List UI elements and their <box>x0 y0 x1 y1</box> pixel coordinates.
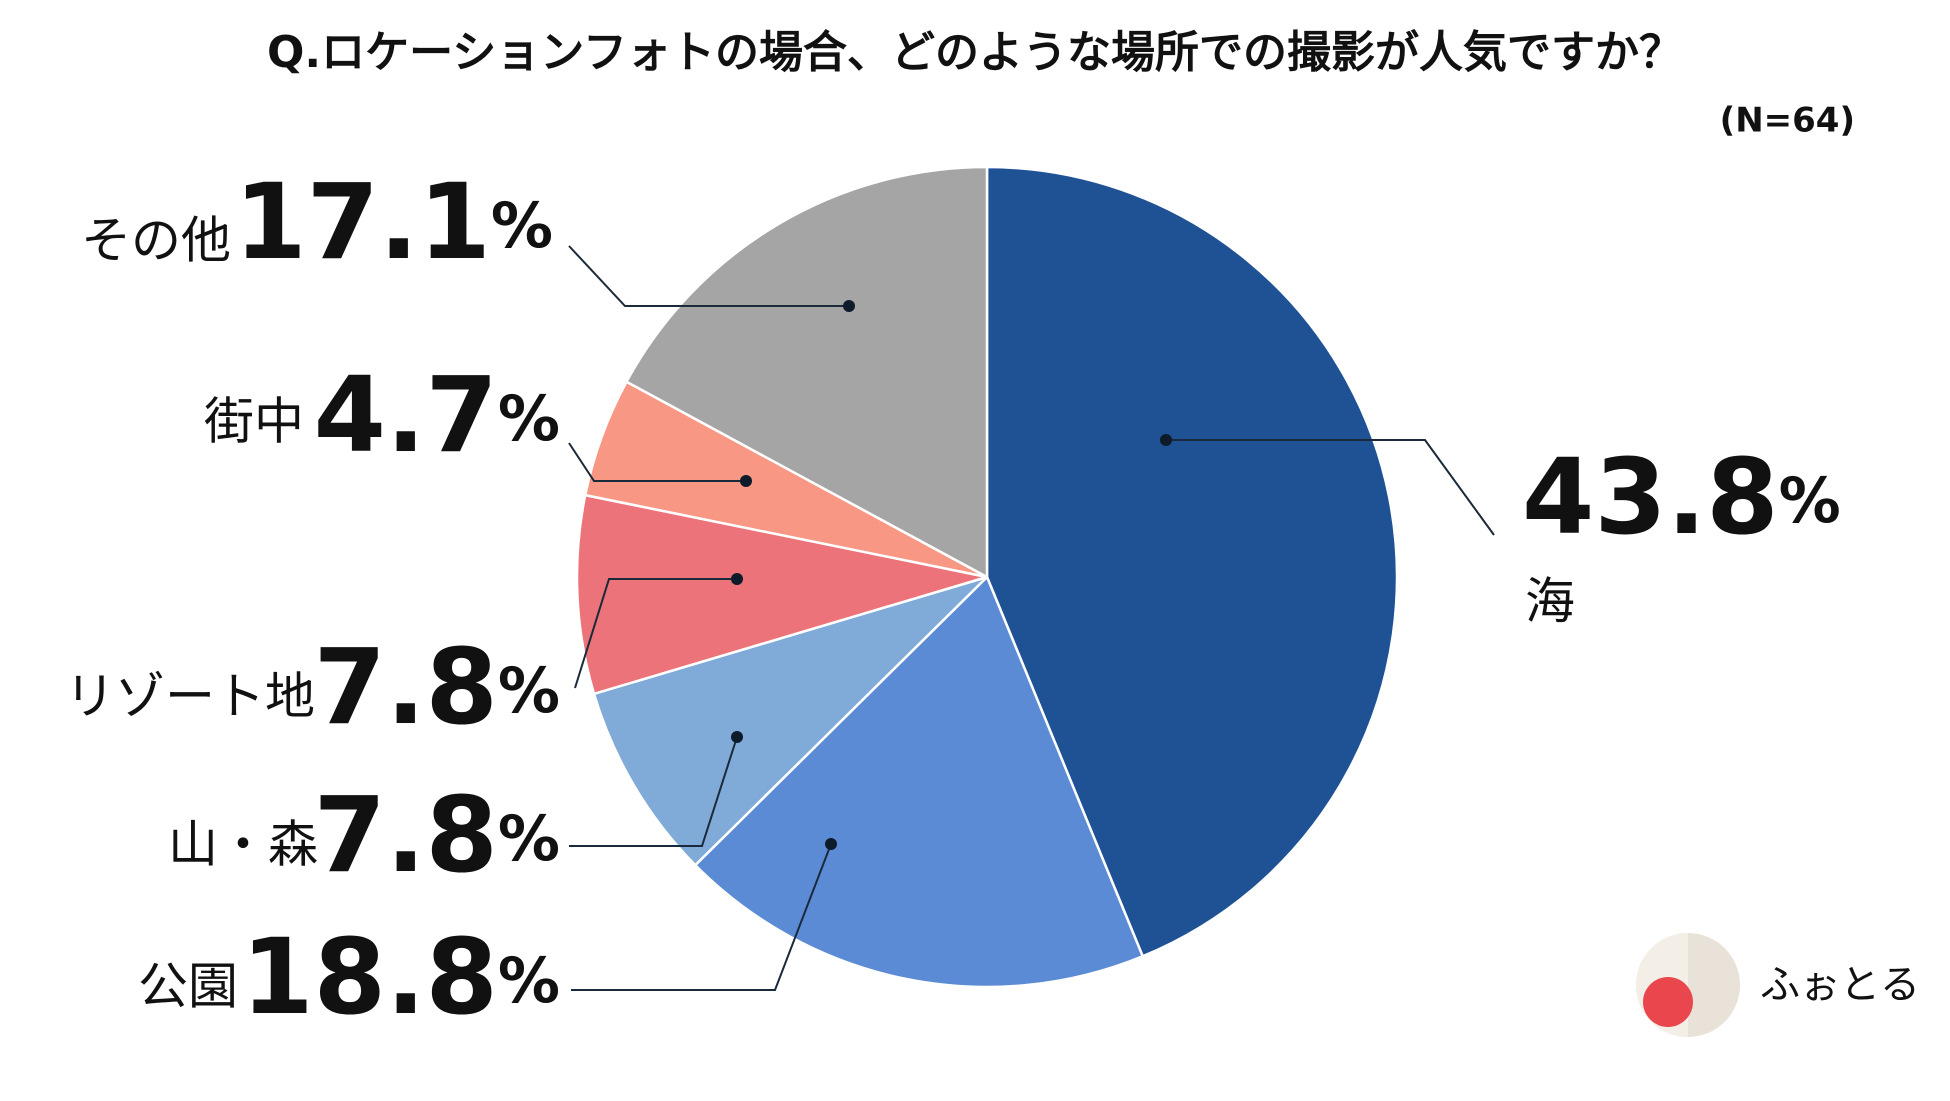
brand: ふぉとる <box>1760 962 1920 1008</box>
leader-line <box>568 245 849 307</box>
category-label: その他 <box>81 212 231 270</box>
leader-dot <box>731 573 743 585</box>
leader-line <box>1166 439 1495 536</box>
value-label: 43.8% <box>1522 436 1841 558</box>
leader-dot <box>843 300 855 312</box>
value-label: 17.1% <box>234 161 553 283</box>
leader-dot <box>731 731 743 743</box>
pie-slice <box>985 165 1399 958</box>
leader-dot <box>825 838 837 850</box>
category-label: 公園 <box>138 958 238 1016</box>
leader-line <box>568 442 746 482</box>
chart-subtitle: (N=64) <box>1720 101 1855 141</box>
leader-dot <box>1160 434 1172 446</box>
category-label: 山・森 <box>168 816 318 874</box>
pie-slice <box>592 575 988 867</box>
pie-slice <box>624 165 989 580</box>
pie-slice <box>575 493 988 696</box>
logo: ふぉとる <box>1636 933 1920 1037</box>
leader-line <box>569 736 738 847</box>
category-label: 海 <box>1525 573 1575 631</box>
pie-slice <box>693 574 1145 989</box>
value-label: 7.8% <box>314 626 560 748</box>
leader-line <box>571 843 832 991</box>
leader-dot <box>740 475 752 487</box>
category-label: 街中 <box>204 393 304 451</box>
logo-figure <box>1643 977 1693 1027</box>
value-label: 7.8% <box>314 774 560 896</box>
value-label: 18.8% <box>241 916 560 1038</box>
chart-title: Q.ロケーションフォトの場合、どのような場所での撮影が人気ですか？ <box>267 27 1683 78</box>
leader-line <box>574 578 737 689</box>
category-label: リゾート地 <box>65 668 315 726</box>
value-label: 4.7% <box>314 354 560 476</box>
